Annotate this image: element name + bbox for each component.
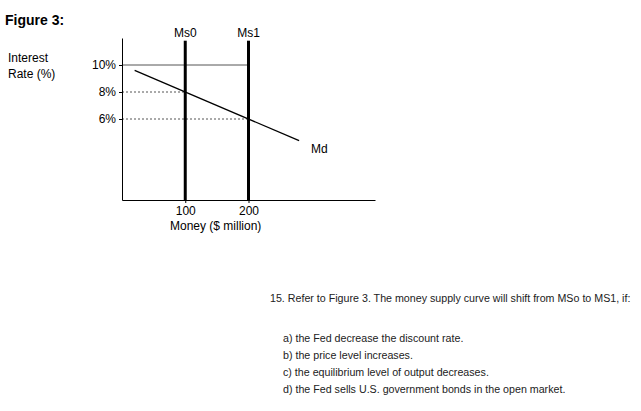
tick-label: 8% [99, 85, 117, 99]
plot-area [122, 41, 299, 200]
y-axis-title: Interest [8, 51, 49, 65]
tick: 10% [92, 58, 122, 72]
tick-label: 6% [99, 112, 117, 126]
y-axis-title: Rate (%) [8, 67, 55, 81]
tick: 100 [176, 200, 196, 218]
question-text: 15. Refer to Figure 3. The money supply … [270, 292, 630, 304]
answer-option: d) the Fed sells U.S. government bonds i… [283, 383, 565, 395]
tick: 6% [99, 112, 122, 126]
series-line [184, 41, 187, 200]
figure: Figure 3: Interest Rate (%) Ms0 Ms1 Md 6% 8% 10%… [0, 0, 641, 411]
series-label: Md [311, 142, 328, 156]
x-axis-title: Money ($ million) [170, 219, 261, 233]
tick-mark [119, 65, 122, 66]
title: Figure 3: [5, 12, 64, 28]
answer-option: c) the equilibrium level of output decre… [283, 366, 489, 378]
tick-label: 100 [176, 204, 196, 218]
tick: 200 [239, 200, 259, 218]
guide-line [122, 92, 185, 93]
axis-line [122, 39, 123, 201]
tick-mark [119, 119, 122, 120]
series-label: Ms0 [174, 26, 197, 40]
x-axis: 100 200 [123, 200, 376, 218]
tick-mark [119, 92, 122, 93]
series-label: Ms1 [237, 26, 260, 40]
tick: 8% [99, 85, 122, 99]
series-line [135, 70, 299, 140]
answer-option: b) the price level increases. [283, 349, 413, 361]
series-line [247, 41, 250, 200]
tick-label: 10% [92, 58, 116, 72]
y-axis: 6% 8% 10% [92, 39, 123, 201]
answer-option: a) the Fed decrease the discount rate. [283, 332, 463, 344]
tick-label: 200 [239, 204, 259, 218]
